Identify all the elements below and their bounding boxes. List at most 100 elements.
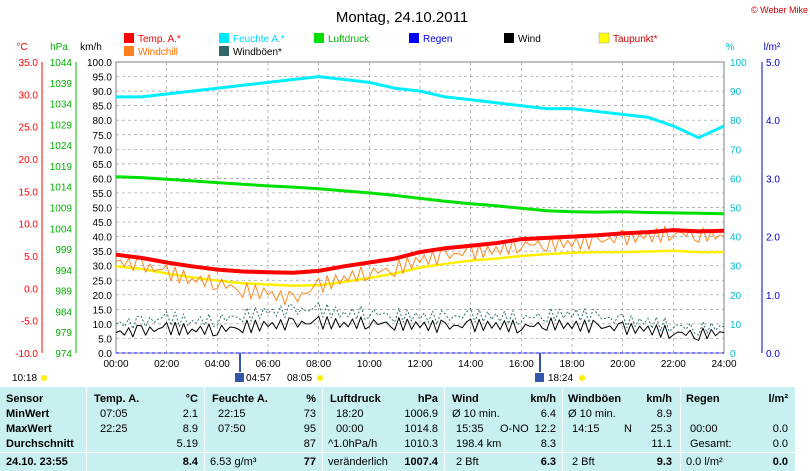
- wind-distance: 198.4 km: [456, 438, 502, 450]
- credit-label: © Weber Mike: [751, 5, 808, 15]
- sunset-time: 18:24: [548, 373, 573, 384]
- legend-pressure: Luftdruck: [328, 34, 370, 45]
- time-tick-label: 00:00: [103, 359, 128, 370]
- time-tick-label: 08:00: [306, 359, 331, 370]
- temp-tick-label: -10.0: [15, 349, 38, 360]
- stats-row-label: MinWert: [6, 408, 50, 420]
- legend-gust: Windböen*: [233, 47, 282, 58]
- temp-tick-label: 35.0: [19, 58, 39, 69]
- data-series: [115, 75, 725, 354]
- stats-header-wind-unit: km/h: [530, 393, 556, 405]
- gust-avg-label: Ø 10 min.: [568, 408, 616, 420]
- stats-header-humidity: Feuchte A.: [212, 393, 268, 405]
- stats-header-wind: Wind: [452, 393, 479, 405]
- pressure-tick-label: 1009: [50, 204, 73, 215]
- legend-swatch-temp: [124, 33, 134, 43]
- press-min-time: 18:20: [336, 408, 364, 420]
- wind-tick-label: 10.0: [93, 320, 113, 331]
- wind-tick-label: 35.0: [93, 247, 113, 258]
- wind-tick-label: 90.0: [93, 87, 113, 98]
- stats-header-pressure: Luftdruck: [330, 393, 381, 405]
- civil-time: 08:05: [287, 373, 312, 384]
- wind-tick-label: 0.0: [98, 349, 112, 360]
- pressure-tick-label: 1029: [50, 120, 73, 131]
- time-tick-label: 10:00: [357, 359, 382, 370]
- pressure-tick-label: 994: [55, 266, 72, 277]
- wind-tick-label: 25.0: [93, 276, 113, 287]
- wind-tick-label: 75.0: [93, 131, 113, 142]
- stats-header-temp: Temp. A.: [94, 393, 140, 405]
- legend-windchill: Windchill: [138, 47, 178, 58]
- temp-tick-label: 15.0: [19, 187, 39, 198]
- chart-title: Montag, 24.10.2011: [336, 9, 468, 26]
- legend-swatch-wind: [504, 33, 514, 43]
- rain-tick-label: 3.0: [766, 174, 780, 185]
- wind-avg-value: 8.3: [540, 438, 556, 450]
- stats-header-sensor: Sensor: [6, 393, 44, 405]
- gust-avg-value: 11.1: [651, 438, 672, 450]
- wind-avg-label: Ø 10 min.: [452, 408, 500, 420]
- pressure-tick-label: 1014: [50, 183, 73, 194]
- stats-row-label: Durchschnitt: [6, 438, 74, 450]
- time-tick-label: 04:00: [205, 359, 230, 370]
- hum-max-value: 95: [303, 423, 316, 435]
- wind-tick-label: 45.0: [93, 218, 113, 229]
- rain-tick-label: 0.0: [766, 349, 780, 360]
- time-tick-label: 20:00: [610, 359, 635, 370]
- temp-tick-label: 25.0: [19, 123, 39, 134]
- sunset-icon: [535, 373, 544, 382]
- temp-tick-label: 0.0: [24, 284, 38, 295]
- wind-tick-label: 40.0: [93, 233, 113, 244]
- temp-tick-label: 30.0: [19, 90, 39, 101]
- series-line-wind: [115, 315, 725, 341]
- series-line-luftdruck: [115, 175, 725, 216]
- wind-max-dir: O-NO: [500, 423, 529, 435]
- time-tick-label: 12:00: [407, 359, 432, 370]
- time-tick-label: 06:00: [255, 359, 280, 370]
- hum-min-time: 22:15: [218, 408, 246, 420]
- stats-divider: [204, 386, 205, 471]
- stats-header-rain-unit: l/m²: [768, 393, 788, 405]
- humidity-tick-label: 60: [730, 174, 742, 185]
- series-line-feuchte-a: [116, 75, 725, 140]
- rain-total-label: Gesamt:: [690, 438, 732, 450]
- press-current-value: 1007.4: [404, 456, 438, 468]
- temp-unit: °C: [16, 42, 27, 53]
- pressure-tick-label: 1039: [50, 79, 73, 90]
- legend-swatch-windchill: [124, 46, 134, 56]
- wind-avg10-value: 6.4: [540, 408, 556, 420]
- legend-swatch-rain: [409, 33, 419, 43]
- stats-row-divider: [0, 452, 795, 453]
- sun-markers: 10:18 04:57 08:05 18:24: [12, 353, 585, 384]
- stats-divider: [444, 386, 445, 471]
- stats-row-label: MaxWert: [6, 423, 52, 435]
- wind-tick-label: 60.0: [93, 174, 113, 185]
- stats-header-pressure-unit: hPa: [417, 393, 438, 405]
- legend-wind: Wind: [518, 34, 541, 45]
- gust-max-time: 14:15: [572, 423, 600, 435]
- stats-divider: [680, 386, 681, 471]
- rain-tick-label: 2.0: [766, 233, 780, 244]
- grid: [116, 62, 724, 353]
- wind-tick-label: 85.0: [93, 102, 113, 113]
- hum-abs-value: 6.53 g/m³: [210, 456, 257, 468]
- wind-current-value: 6.3: [540, 456, 556, 468]
- pressure-tick-label: 1034: [50, 100, 73, 111]
- rain-total-value: 0.0: [772, 438, 788, 450]
- series-line-windb-en: [115, 302, 725, 336]
- pressure-unit: hPa: [50, 42, 68, 53]
- temp-avg-value: 5.19: [176, 438, 198, 450]
- legend: Temp. A.* Feuchte A.* Luftdruck Regen Wi…: [124, 32, 658, 58]
- wind-max-value: 12.2: [534, 423, 556, 435]
- legend-dewpoint: Taupunkt*: [613, 34, 658, 45]
- stats-divider: [86, 386, 87, 471]
- wind-tick-label: 20.0: [93, 291, 113, 302]
- wind-tick-label: 70.0: [93, 145, 113, 156]
- legend-swatch-pressure: [314, 33, 324, 43]
- press-max-value: 1014.8: [404, 423, 438, 435]
- pressure-tick-label: 984: [55, 307, 72, 318]
- legend-rain: Regen: [423, 34, 452, 45]
- stats-table: Sensor Temp. A. °C Feuchte A. % Luftdruc…: [0, 386, 795, 471]
- rain-max-time: 00:00: [690, 423, 718, 435]
